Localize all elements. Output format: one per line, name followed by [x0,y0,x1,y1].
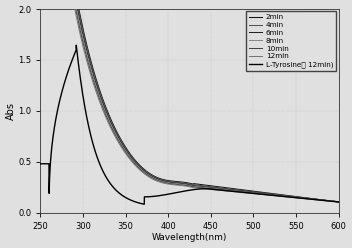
Y-axis label: Abs: Abs [6,102,15,120]
Legend: 2min, 4min, 6min, 8min, 10min, 12min, L-Tyrosine（ 12min): 2min, 4min, 6min, 8min, 10min, 12min, L-… [246,11,337,71]
X-axis label: Wavelength(nm): Wavelength(nm) [152,233,227,243]
